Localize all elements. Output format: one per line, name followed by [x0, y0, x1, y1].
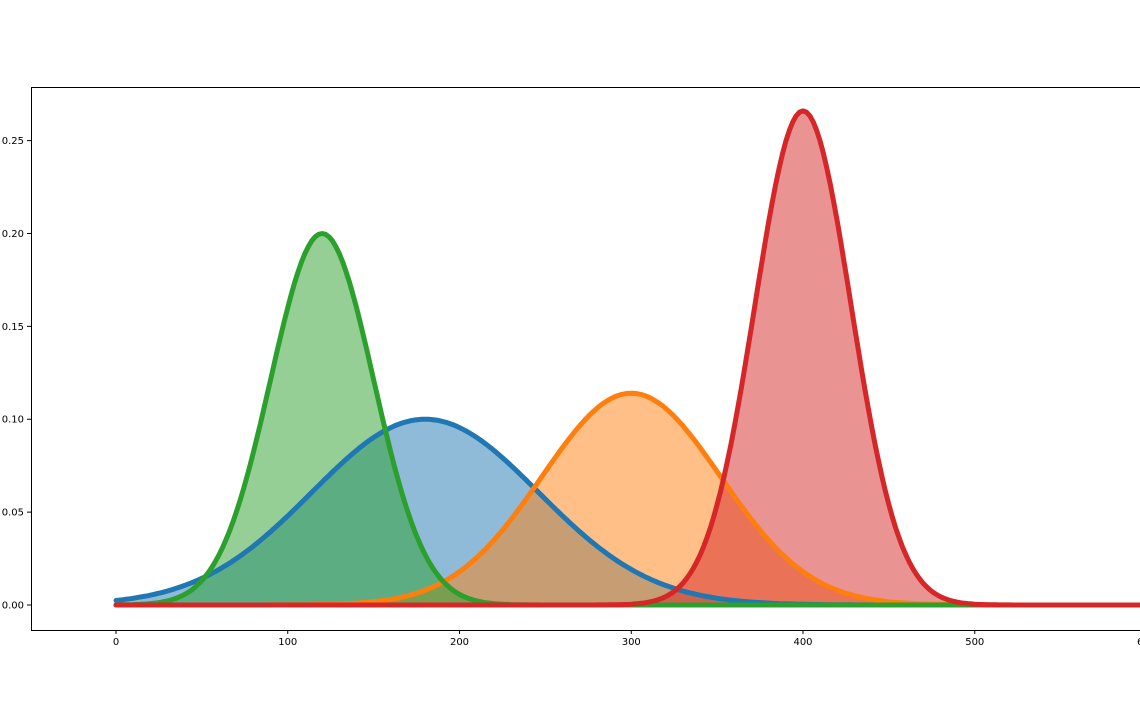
x-tick-label: 500 [965, 637, 984, 648]
x-tick-label: 400 [793, 637, 812, 648]
y-tick-label: 0.10 [2, 415, 24, 426]
x-tick-label: 200 [450, 637, 469, 648]
series-2-fill [116, 393, 1140, 605]
x-tick-label: 300 [622, 637, 641, 648]
x-tick-label: 100 [278, 637, 297, 648]
y-tick-label: 0.25 [2, 136, 24, 147]
y-tick-label: 0.00 [2, 601, 24, 612]
series-fills [116, 110, 1140, 605]
x-tick-label: 0 [113, 637, 119, 648]
y-tick-label: 0.15 [2, 322, 24, 333]
x-axis: 0 100 200 300 400 500 600 [113, 630, 1140, 648]
x-tick-label: 600 [1137, 637, 1140, 648]
y-tick-label: 0.05 [2, 508, 24, 519]
y-tick-label: 0.20 [2, 229, 24, 240]
series-3-fill [116, 233, 1140, 605]
series-4-line [113, 108, 1140, 608]
series-lines [113, 108, 1140, 608]
plot-border [31, 87, 1140, 631]
plot-frame [31, 87, 1140, 631]
y-axis: 0.00 0.05 0.10 0.15 0.20 0.25 [2, 136, 31, 612]
